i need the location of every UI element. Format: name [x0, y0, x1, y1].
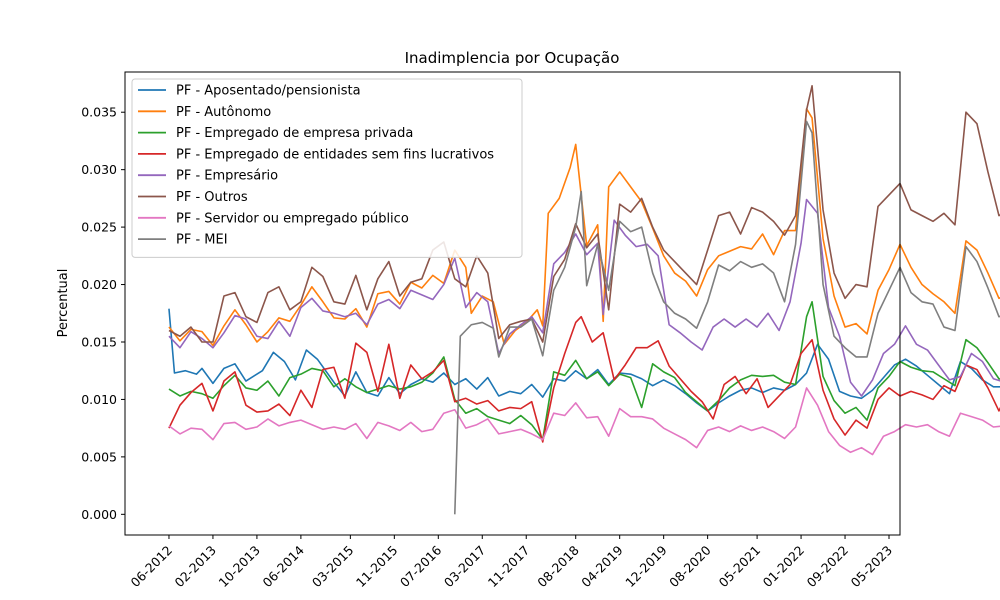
series-line-6	[168, 84, 1000, 343]
y-axis-label: Percentual	[56, 269, 71, 338]
legend-entry: PF - Empregado de empresa privada	[176, 126, 413, 141]
legend-entry: PF - Outros	[176, 190, 248, 205]
y-axis: 0.000 0.005 0.010 0.015 0.020 0.025 0.030 0.035	[81, 105, 125, 522]
legend-entry: PF - Servidor ou empregado público	[176, 211, 409, 226]
series-line-4	[168, 315, 1000, 443]
legend: PF - Aposentado/pensionista PF - Autônomo…	[131, 78, 523, 258]
legend-entry: PF - Empresário	[176, 169, 278, 184]
plot-frame	[124, 71, 901, 536]
y-tick-label: 0.015	[81, 334, 117, 349]
legend-entry: PF - MEI	[176, 233, 228, 248]
y-tick-label: 0.030	[81, 162, 117, 177]
y-tick-label: 0.035	[81, 105, 117, 120]
series-line-7	[168, 387, 1000, 456]
legend-entry: PF - Aposentado/pensionista	[176, 84, 361, 99]
series-line-1	[168, 308, 1000, 412]
y-tick-label: 0.005	[81, 449, 117, 464]
series-line-3	[168, 300, 1000, 441]
y-tick-label: 0.020	[81, 277, 117, 292]
legend-box	[131, 78, 523, 258]
legend-entry: PF - Empregado de entidades sem fins luc…	[176, 147, 494, 162]
y-tick-label: 0.000	[81, 507, 117, 522]
legend-entry: PF - Autônomo	[176, 105, 271, 120]
series-line-8	[453, 120, 1000, 515]
y-tick-label: 0.010	[81, 392, 117, 407]
chart-title: Inadimplencia por Ocupação	[405, 49, 620, 67]
plot-lines	[168, 84, 1000, 515]
y-tick-label: 0.025	[81, 220, 117, 235]
